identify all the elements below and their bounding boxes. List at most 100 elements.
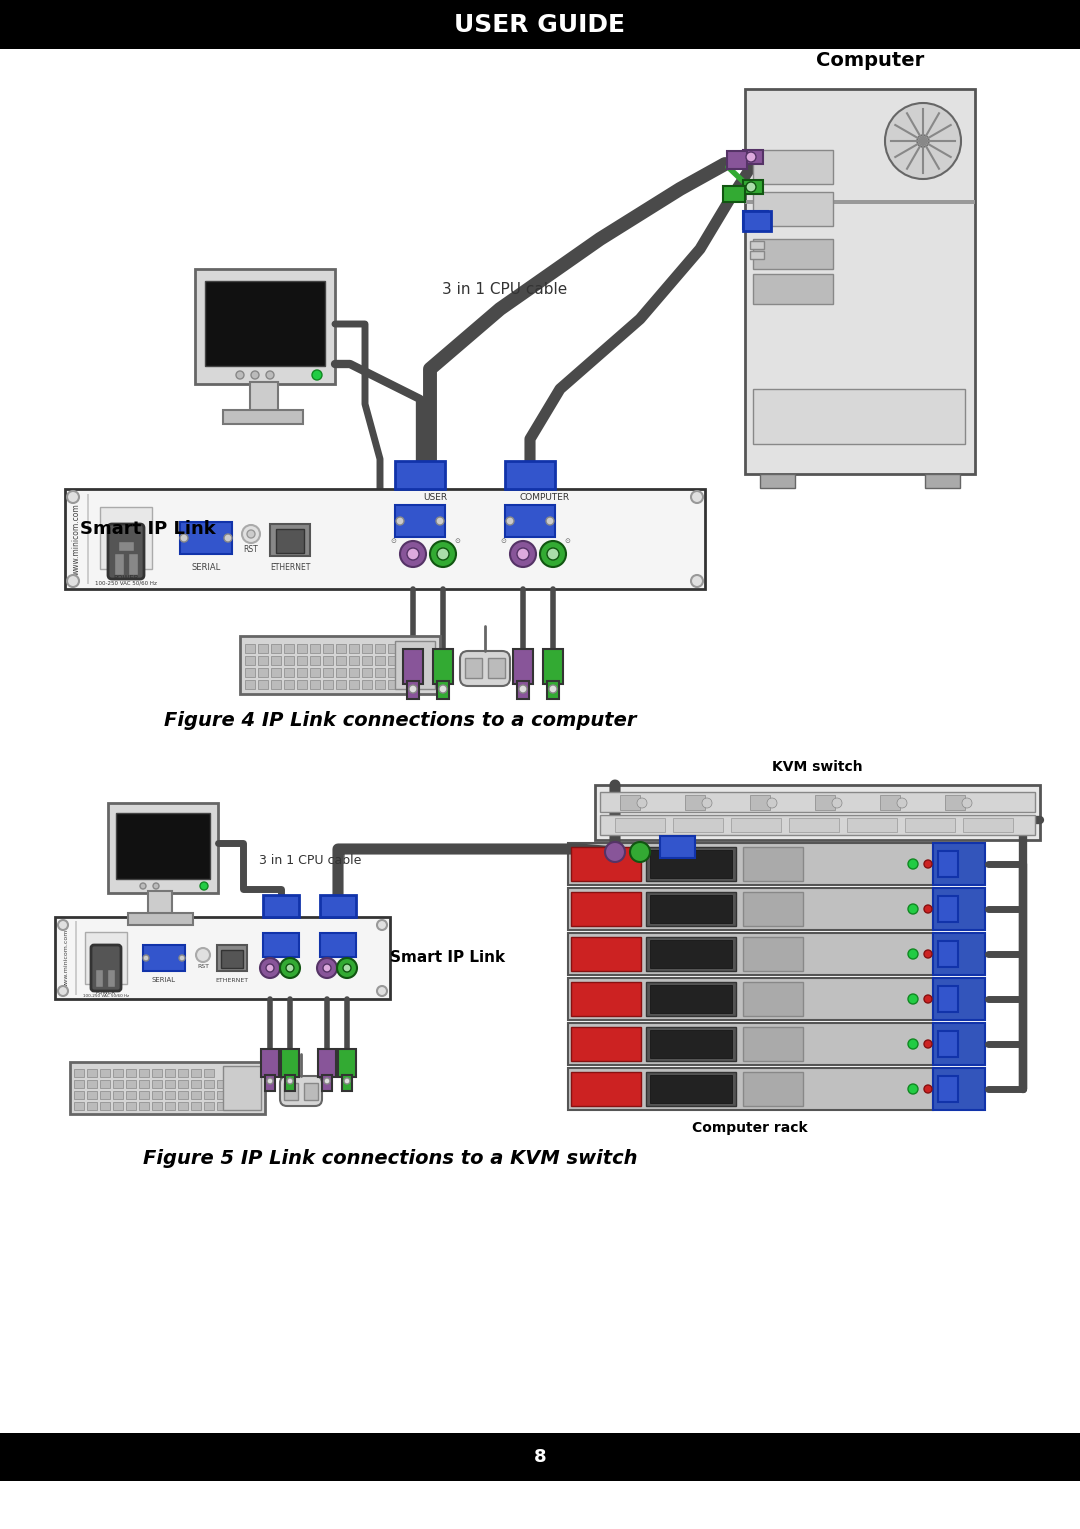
Bar: [258, 668, 268, 677]
Bar: [264, 933, 299, 957]
Text: www.minicom.com: www.minicom.com: [71, 503, 81, 575]
Bar: [55, 917, 390, 998]
Bar: [114, 553, 124, 575]
Circle shape: [702, 798, 712, 807]
Bar: [310, 656, 320, 665]
Bar: [222, 1066, 261, 1110]
Bar: [650, 1075, 732, 1102]
Text: Computer rack: Computer rack: [692, 1121, 808, 1135]
Bar: [743, 891, 804, 927]
Bar: [284, 644, 294, 653]
Bar: [261, 1049, 279, 1076]
Circle shape: [242, 524, 260, 543]
Bar: [743, 211, 771, 231]
Circle shape: [549, 685, 557, 693]
Bar: [245, 680, 255, 690]
Bar: [933, 933, 985, 976]
Bar: [217, 1092, 227, 1099]
Circle shape: [267, 1078, 273, 1084]
Circle shape: [546, 547, 559, 560]
Bar: [571, 982, 642, 1015]
Bar: [270, 524, 310, 557]
Bar: [646, 937, 735, 971]
Bar: [139, 1102, 149, 1110]
Bar: [271, 656, 281, 665]
Bar: [107, 969, 114, 988]
Circle shape: [324, 1078, 330, 1084]
Circle shape: [323, 963, 330, 972]
Bar: [217, 1079, 227, 1089]
Circle shape: [507, 517, 514, 524]
Circle shape: [237, 372, 244, 379]
Circle shape: [140, 884, 146, 888]
Circle shape: [287, 1078, 293, 1084]
Bar: [205, 281, 325, 365]
Bar: [100, 1079, 110, 1089]
Bar: [75, 920, 77, 995]
Bar: [924, 474, 960, 488]
Bar: [139, 1069, 149, 1076]
Text: USER GUIDE: USER GUIDE: [455, 14, 625, 37]
Bar: [152, 1102, 162, 1110]
Bar: [87, 494, 89, 584]
Bar: [727, 151, 747, 170]
Text: SERIAL: SERIAL: [191, 563, 220, 572]
Bar: [230, 1102, 240, 1110]
Circle shape: [908, 904, 918, 914]
Text: Computer: Computer: [815, 52, 924, 70]
Bar: [789, 818, 839, 832]
Circle shape: [345, 1078, 350, 1084]
Bar: [933, 1023, 985, 1066]
Bar: [743, 150, 762, 164]
Bar: [646, 982, 735, 1015]
Bar: [87, 1079, 97, 1089]
Bar: [646, 1072, 735, 1105]
Bar: [401, 668, 411, 677]
Bar: [126, 1102, 136, 1110]
FancyBboxPatch shape: [460, 651, 510, 687]
Bar: [87, 1102, 97, 1110]
Bar: [113, 1102, 123, 1110]
Bar: [152, 1092, 162, 1099]
Bar: [129, 913, 193, 925]
Bar: [760, 474, 795, 488]
Circle shape: [396, 517, 404, 524]
Circle shape: [260, 959, 280, 979]
Circle shape: [377, 920, 387, 930]
Bar: [152, 1069, 162, 1076]
Bar: [407, 680, 419, 699]
Bar: [258, 656, 268, 665]
Bar: [743, 211, 768, 229]
Bar: [204, 1069, 214, 1076]
Bar: [323, 668, 333, 677]
Circle shape: [637, 798, 647, 807]
Bar: [375, 644, 384, 653]
Bar: [100, 508, 152, 569]
Circle shape: [58, 986, 68, 995]
Bar: [178, 1102, 188, 1110]
Bar: [271, 668, 281, 677]
Bar: [753, 193, 833, 226]
Bar: [217, 1102, 227, 1110]
Bar: [568, 933, 933, 976]
Bar: [204, 1079, 214, 1089]
Bar: [880, 795, 900, 810]
Bar: [753, 388, 966, 443]
Bar: [933, 888, 985, 930]
Circle shape: [180, 534, 188, 541]
Bar: [427, 680, 437, 690]
Bar: [100, 1069, 110, 1076]
Bar: [488, 657, 505, 677]
Bar: [571, 891, 642, 927]
Circle shape: [546, 517, 554, 524]
Circle shape: [266, 372, 274, 379]
Text: ⊙: ⊙: [564, 538, 570, 544]
Circle shape: [630, 842, 650, 862]
Bar: [75, 1102, 84, 1110]
Text: ⊙: ⊙: [390, 538, 396, 544]
Bar: [650, 940, 732, 968]
Circle shape: [337, 959, 357, 979]
Bar: [375, 680, 384, 690]
Bar: [297, 668, 307, 677]
Circle shape: [691, 575, 703, 587]
